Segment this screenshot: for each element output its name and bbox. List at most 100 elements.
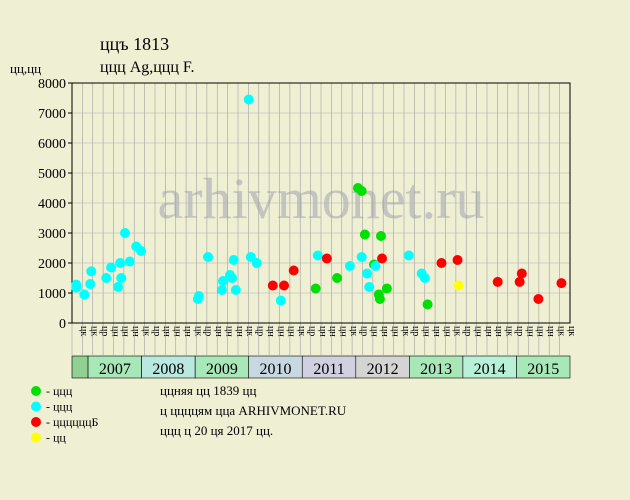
- column-label: цн: [265, 326, 276, 337]
- plot-frame: [71, 82, 571, 324]
- year-lead: [71, 355, 89, 379]
- column-label: цн: [213, 326, 224, 337]
- data-point: [275, 295, 286, 306]
- y-tick-label: 7000: [38, 107, 66, 122]
- data-point: [359, 229, 370, 240]
- data-point: [453, 280, 464, 291]
- data-point: [356, 252, 367, 262]
- column-label: цр: [514, 326, 525, 336]
- legend-marker: [31, 386, 41, 396]
- year-label: 2009: [206, 361, 238, 378]
- year-label: 2007: [99, 361, 131, 378]
- column-label: цн: [431, 326, 442, 337]
- column-label: цр: [462, 326, 473, 336]
- column-label: цн: [234, 326, 245, 337]
- column-label: цк: [452, 326, 463, 336]
- y-tick-label: 6000: [38, 137, 66, 152]
- data-point: [288, 265, 299, 276]
- chart-title: ццъ 1813: [100, 34, 169, 54]
- data-point: [374, 294, 385, 304]
- column-label: цн: [524, 326, 535, 337]
- year-band: [516, 355, 571, 379]
- column-label: цк: [296, 326, 307, 336]
- column-label: цн: [379, 326, 390, 337]
- column-label: цк: [78, 326, 89, 336]
- data-point: [377, 253, 388, 264]
- data-point: [228, 255, 239, 265]
- column-label: цн: [172, 326, 183, 337]
- chart-subtitle: ццц Ag,ццц F.: [100, 59, 195, 76]
- column-label: цн: [421, 326, 432, 337]
- data-point: [71, 282, 82, 293]
- column-label: цк: [400, 326, 411, 336]
- data-point: [310, 283, 321, 294]
- column-label: цк: [555, 326, 566, 336]
- y-tick-label: 3000: [38, 227, 66, 242]
- data-point: [533, 294, 544, 304]
- data-point: [120, 228, 131, 238]
- column-label: цр: [306, 326, 317, 336]
- column-label: цр: [255, 326, 266, 336]
- y-tick-label: 8000: [38, 77, 66, 92]
- column-label: цн: [275, 326, 286, 337]
- data-point: [321, 253, 332, 264]
- data-point: [364, 282, 375, 292]
- column-label: цн: [483, 326, 494, 337]
- column-label: цр: [358, 326, 369, 336]
- y-axis-label: цц,цц: [10, 61, 41, 76]
- column-label: цн: [182, 326, 193, 337]
- column-label: цн: [369, 326, 380, 337]
- legend-marker: [31, 417, 41, 427]
- data-point: [85, 279, 96, 289]
- data-point: [124, 256, 135, 267]
- data-point: [332, 273, 343, 283]
- column-label: цр: [203, 326, 214, 336]
- data-point: [86, 266, 97, 277]
- data-point: [492, 276, 503, 287]
- column-label: цн: [493, 326, 504, 337]
- column-label: цн: [317, 326, 328, 337]
- year-label: 2011: [313, 361, 344, 378]
- data-point: [101, 273, 112, 283]
- legend-label: - ццццццБ: [46, 415, 99, 429]
- data-point: [216, 285, 227, 295]
- data-point: [375, 231, 386, 241]
- y-tick-label: 0: [59, 317, 66, 332]
- column-label: цн: [535, 326, 546, 337]
- legend-marker: [31, 432, 41, 443]
- column-label: цк: [192, 326, 203, 336]
- data-point: [452, 255, 463, 265]
- legend-marker: [31, 401, 41, 412]
- column-label: цк: [244, 326, 255, 336]
- data-point: [370, 261, 381, 271]
- note: ццняя цц 1839 цц: [160, 383, 256, 398]
- column-label: цн: [120, 326, 131, 337]
- column-label: цк: [89, 326, 100, 336]
- column-label: цк: [140, 326, 151, 336]
- year-label: 2013: [420, 361, 452, 378]
- year-label: 2008: [152, 361, 184, 378]
- data-point: [106, 262, 117, 273]
- year-label: 2014: [474, 361, 506, 378]
- data-point: [193, 291, 204, 301]
- y-tick-label: 1000: [38, 287, 66, 302]
- data-point: [113, 282, 124, 292]
- column-label: цн: [223, 326, 234, 337]
- data-point: [556, 278, 567, 289]
- data-point: [251, 258, 262, 268]
- y-tick-label: 4000: [38, 197, 66, 212]
- legend-label: - ццц: [46, 400, 73, 414]
- note: ц ццццям цца ARHIVMONET.RU: [160, 403, 347, 418]
- column-label: цр: [151, 326, 162, 336]
- column-label: цр: [99, 326, 110, 336]
- data-point: [344, 261, 355, 271]
- data-point: [136, 246, 147, 256]
- year-label: 2010: [259, 361, 291, 378]
- y-tick-label: 2000: [38, 257, 66, 272]
- data-point: [356, 186, 367, 196]
- column-label: цр: [410, 326, 421, 336]
- column-label: цк: [566, 326, 577, 336]
- column-label: цн: [161, 326, 172, 337]
- year-label: 2012: [367, 361, 399, 378]
- year-label: 2015: [527, 361, 559, 378]
